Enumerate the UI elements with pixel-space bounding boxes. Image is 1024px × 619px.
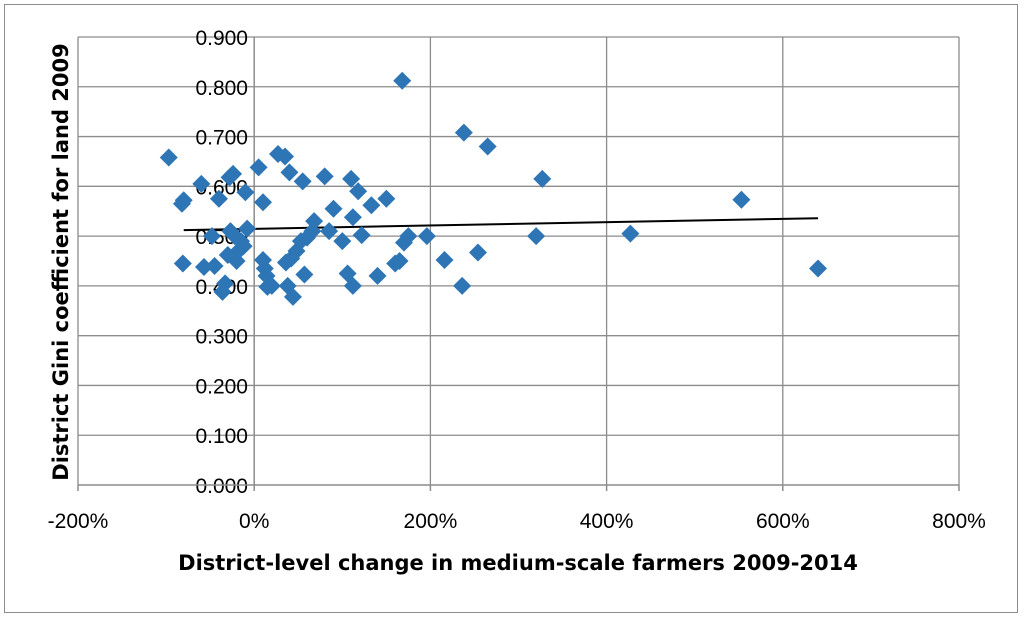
data-point: [262, 276, 281, 295]
x-tick-label: 800%: [932, 510, 986, 533]
data-point: [368, 266, 387, 285]
x-tick-label: 400%: [580, 510, 634, 533]
data-point: [343, 208, 362, 227]
data-point: [435, 251, 454, 270]
trendline: [183, 217, 819, 232]
data-point: [454, 123, 473, 142]
y-tick-label: 0.700: [195, 127, 248, 150]
data-point: [194, 257, 213, 276]
x-tick-label: -200%: [48, 510, 109, 533]
data-point: [202, 227, 221, 246]
data-point: [192, 174, 211, 193]
data-point: [295, 265, 314, 284]
data-point: [234, 237, 253, 256]
data-point: [478, 137, 497, 156]
data-point: [238, 219, 257, 238]
data-point: [224, 164, 243, 183]
data-point: [216, 274, 235, 293]
gridlines: [77, 36, 960, 485]
data-point: [305, 212, 324, 231]
data-point: [280, 163, 299, 182]
data-point: [174, 191, 193, 210]
axes: [77, 37, 960, 491]
data-point: [205, 256, 224, 275]
x-tick-label: 600%: [756, 510, 810, 533]
data-point: [173, 254, 192, 273]
data-point: [393, 71, 412, 90]
trendline-group: [183, 217, 819, 232]
y-axis-title: District Gini coefficient for land 2009: [49, 43, 73, 480]
data-point: [324, 199, 343, 218]
x-tick-labels: -200% 0% 200% 400% 600% 800%: [48, 510, 986, 533]
data-point: [254, 193, 273, 212]
data-point: [315, 167, 334, 186]
data-point: [343, 276, 362, 295]
data-point: [621, 224, 640, 243]
data-point: [342, 169, 361, 188]
data-point: [362, 196, 381, 215]
data-point: [417, 227, 436, 246]
x-tick-label: 0%: [239, 510, 269, 533]
data-point: [293, 172, 312, 191]
y-tick-label: 0.200: [195, 375, 248, 398]
y-tick-label: 0.300: [195, 326, 248, 349]
data-point: [236, 183, 255, 202]
data-point: [809, 259, 828, 278]
data-point: [249, 158, 268, 177]
x-axis-title: District-level change in medium-scale fa…: [178, 551, 858, 575]
data-point: [209, 189, 228, 208]
data-point: [527, 227, 546, 246]
y-tick-label: 0.900: [195, 27, 248, 50]
data-points: [159, 71, 828, 306]
y-tick-label: 0.000: [195, 475, 248, 498]
data-point: [320, 222, 339, 241]
data-point: [276, 147, 295, 166]
data-point: [349, 182, 368, 201]
y-tick-label: 0.100: [195, 425, 248, 448]
data-point: [352, 226, 371, 245]
data-point: [732, 190, 751, 209]
x-tick-label: 200%: [404, 510, 458, 533]
y-tick-label: 0.800: [195, 77, 248, 100]
data-point: [468, 243, 487, 262]
chart-frame: [4, 4, 1018, 613]
data-point: [453, 276, 472, 295]
data-point: [333, 232, 352, 251]
data-point: [283, 287, 302, 306]
data-point: [390, 252, 409, 270]
data-point: [533, 169, 552, 188]
data-point: [159, 148, 178, 167]
data-point: [399, 227, 418, 246]
data-point: [377, 189, 396, 208]
